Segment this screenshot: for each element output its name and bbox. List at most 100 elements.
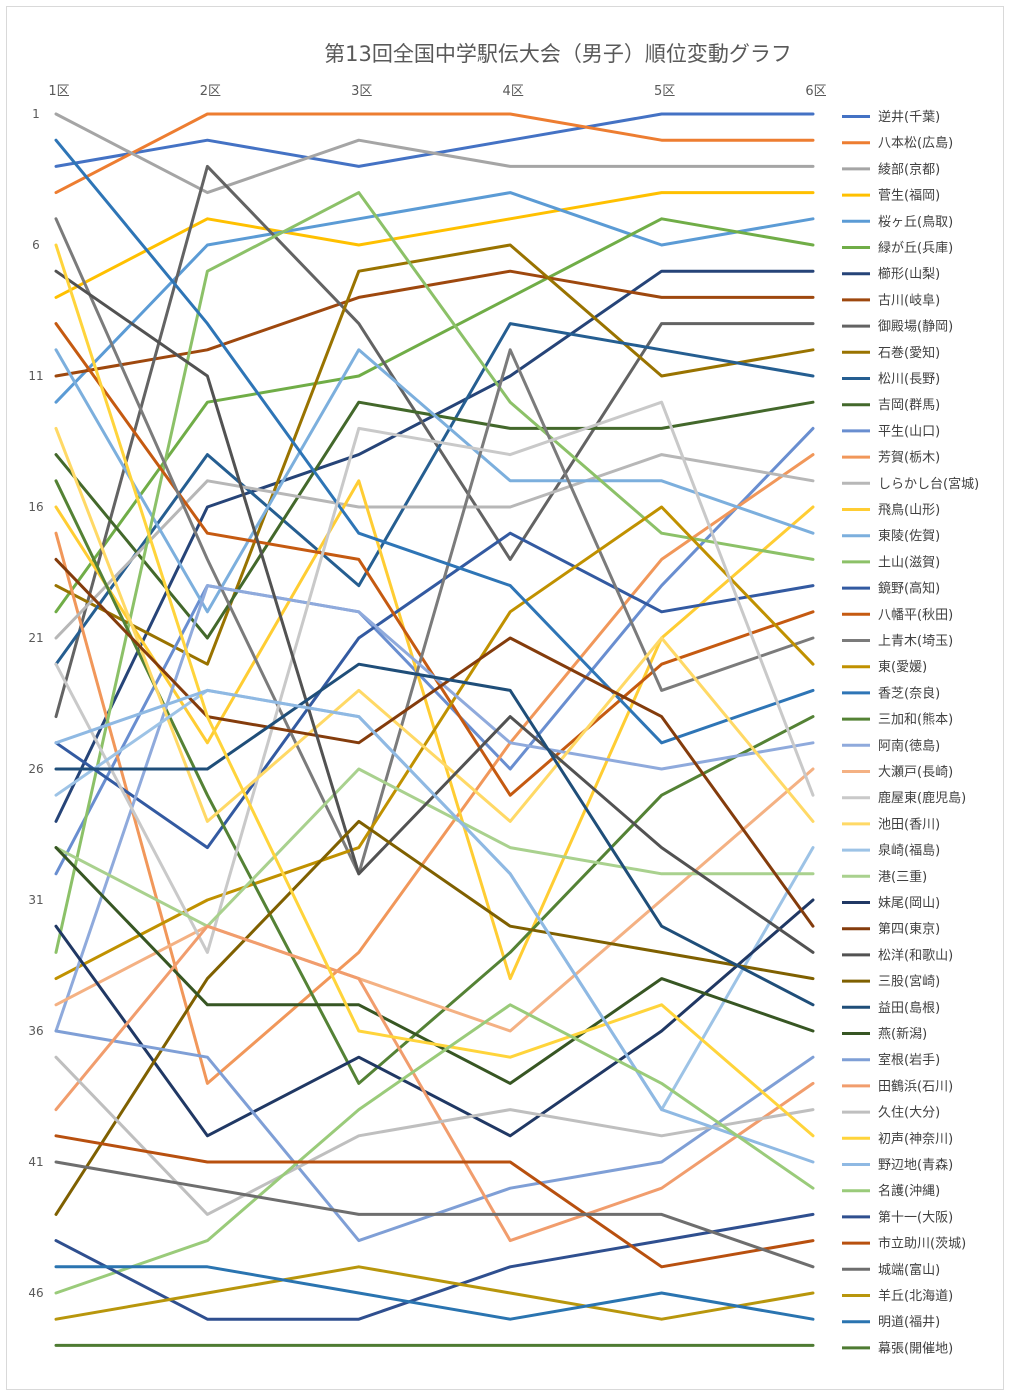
series-line xyxy=(54,767,815,1033)
series-line xyxy=(54,348,815,614)
y-tick-label: 36 xyxy=(28,1024,43,1038)
legend-label: 港(三重) xyxy=(878,869,927,885)
legend-label: 綾部(京都) xyxy=(878,161,940,177)
x-axis-ticks: 1区 2区 3区 4区 5区 6区 xyxy=(48,84,826,99)
legend-label: 益田(島根) xyxy=(878,1001,940,1016)
legend-item: 香芝(奈良) xyxy=(842,685,940,701)
legend-label: 妹尾(岡山) xyxy=(878,896,940,911)
legend-item: 古川(岐阜) xyxy=(842,292,940,308)
legend-item: 益田(島根) xyxy=(842,1001,940,1016)
series-line xyxy=(54,898,815,1138)
legend-item: 阿南(徳島) xyxy=(842,738,940,754)
legend-label: 燕(新潟) xyxy=(878,1026,927,1042)
y-tick-label: 16 xyxy=(28,500,43,514)
x-tick-label: 3区 xyxy=(351,84,372,99)
series-line xyxy=(54,1055,815,1216)
legend-label: 阿南(徳島) xyxy=(878,738,940,754)
legend-label: 芳賀(栃木) xyxy=(878,451,940,466)
series-line xyxy=(54,924,815,1243)
legend-label: 鹿屋東(鹿児島) xyxy=(878,790,966,806)
chart-title: 第13回全国中学駅伝大会（男子）順位変動グラフ xyxy=(324,42,792,66)
legend-item: 野辺地(青森) xyxy=(842,1158,953,1173)
legend-label: 東(愛媛) xyxy=(878,659,927,675)
legend-item: 吉岡(群馬) xyxy=(842,398,940,413)
legend-label: 田鶴浜(石川) xyxy=(878,1078,953,1094)
series-line xyxy=(54,1265,815,1321)
y-tick-label: 21 xyxy=(28,631,43,645)
legend-item: 御殿場(静岡) xyxy=(842,320,953,335)
legend-label: 御殿場(静岡) xyxy=(878,320,953,335)
legend-label: 上青木(埼玉) xyxy=(878,634,953,649)
legend-label: 城端(富山) xyxy=(878,1262,940,1278)
legend-item: 燕(新潟) xyxy=(842,1026,927,1042)
series-line xyxy=(54,531,815,850)
legend-item: 鏡野(高知) xyxy=(842,581,940,597)
legend-label: 久住(大分) xyxy=(878,1106,940,1121)
legend-label: 東陵(佐賀) xyxy=(878,528,940,544)
legend-item: 三加和(熊本) xyxy=(842,712,953,728)
legend-item: 初声(神奈川) xyxy=(842,1132,953,1147)
series-line xyxy=(54,1265,815,1321)
series-line xyxy=(54,112,815,195)
series-line xyxy=(54,1212,815,1321)
series-line xyxy=(54,1029,815,1243)
legend-item: 城端(富山) xyxy=(842,1262,940,1278)
legend-label: 三加和(熊本) xyxy=(878,712,953,728)
legend-label: 池田(香川) xyxy=(878,817,940,832)
series-line xyxy=(54,191,815,404)
x-tick-label: 2区 xyxy=(200,84,221,99)
series-line xyxy=(54,217,815,876)
legend-item: 桜ヶ丘(鳥取) xyxy=(842,215,953,230)
legend-item: 第十一(大阪) xyxy=(842,1210,953,1225)
series-line xyxy=(54,1160,815,1269)
legend-item: 羊丘(北海道) xyxy=(842,1288,953,1304)
legend-item: 池田(香川) xyxy=(842,817,940,832)
legend-item: 上青木(埼玉) xyxy=(842,634,953,649)
chart-frame xyxy=(6,6,1004,1390)
legend-label: 桜ヶ丘(鳥取) xyxy=(878,215,953,230)
series-lines xyxy=(54,112,815,1347)
legend-item: しらかし台(宮城) xyxy=(842,476,979,492)
x-tick-label: 5区 xyxy=(654,84,675,99)
legend-item: 三股(宮崎) xyxy=(842,974,940,990)
legend-label: 鏡野(高知) xyxy=(878,581,940,597)
legend-item: 室根(岩手) xyxy=(842,1052,940,1068)
legend-label: 香芝(奈良) xyxy=(878,685,940,701)
x-tick-label: 1区 xyxy=(48,84,69,99)
legend-item: 市立助川(茨城) xyxy=(842,1236,966,1252)
legend-label: しらかし台(宮城) xyxy=(878,476,979,492)
legend-label: 第四(東京) xyxy=(878,921,940,937)
legend-item: 大瀬戸(長崎) xyxy=(842,765,953,780)
series-line xyxy=(54,191,815,954)
legend-label: 三股(宮崎) xyxy=(878,974,940,990)
legend-label: 菅生(福岡) xyxy=(878,189,940,204)
series-line xyxy=(54,557,815,928)
legend-label: 土山(滋賀) xyxy=(878,555,940,570)
legend-item: 名護(沖縄) xyxy=(842,1183,940,1199)
legend-label: 緑が丘(兵庫) xyxy=(878,241,953,256)
legend-item: 八本松(広島) xyxy=(842,136,953,151)
series-line xyxy=(54,662,815,1007)
legend-item: 八幡平(秋田) xyxy=(842,608,953,623)
legend-label: 野辺地(青森) xyxy=(878,1158,953,1173)
legend-item: 松洋(和歌山) xyxy=(842,948,953,963)
legend-label: 松洋(和歌山) xyxy=(878,948,953,963)
legend-label: 室根(岩手) xyxy=(878,1052,940,1068)
legend-item: 明道(福井) xyxy=(842,1315,940,1330)
legend-item: 菅生(福岡) xyxy=(842,189,940,204)
series-line xyxy=(54,217,815,614)
legend-label: 明道(福井) xyxy=(878,1315,940,1330)
legend: 逆井(千葉) 八本松(広島) 綾部(京都) 菅生(福岡) 桜ヶ丘(鳥取) 緑が丘(兵庫) 櫛… xyxy=(842,109,979,1356)
series-line xyxy=(54,1134,815,1269)
y-tick-label: 11 xyxy=(28,369,43,383)
legend-label: 幕張(開催地) xyxy=(878,1341,953,1356)
legend-label: 泉崎(福島) xyxy=(878,843,940,859)
legend-item: 綾部(京都) xyxy=(842,161,940,177)
series-line xyxy=(54,688,815,1112)
y-tick-label: 6 xyxy=(32,238,40,252)
legend-label: 飛鳥(山形) xyxy=(878,503,940,518)
legend-label: 八幡平(秋田) xyxy=(878,608,953,623)
series-line xyxy=(54,269,815,378)
